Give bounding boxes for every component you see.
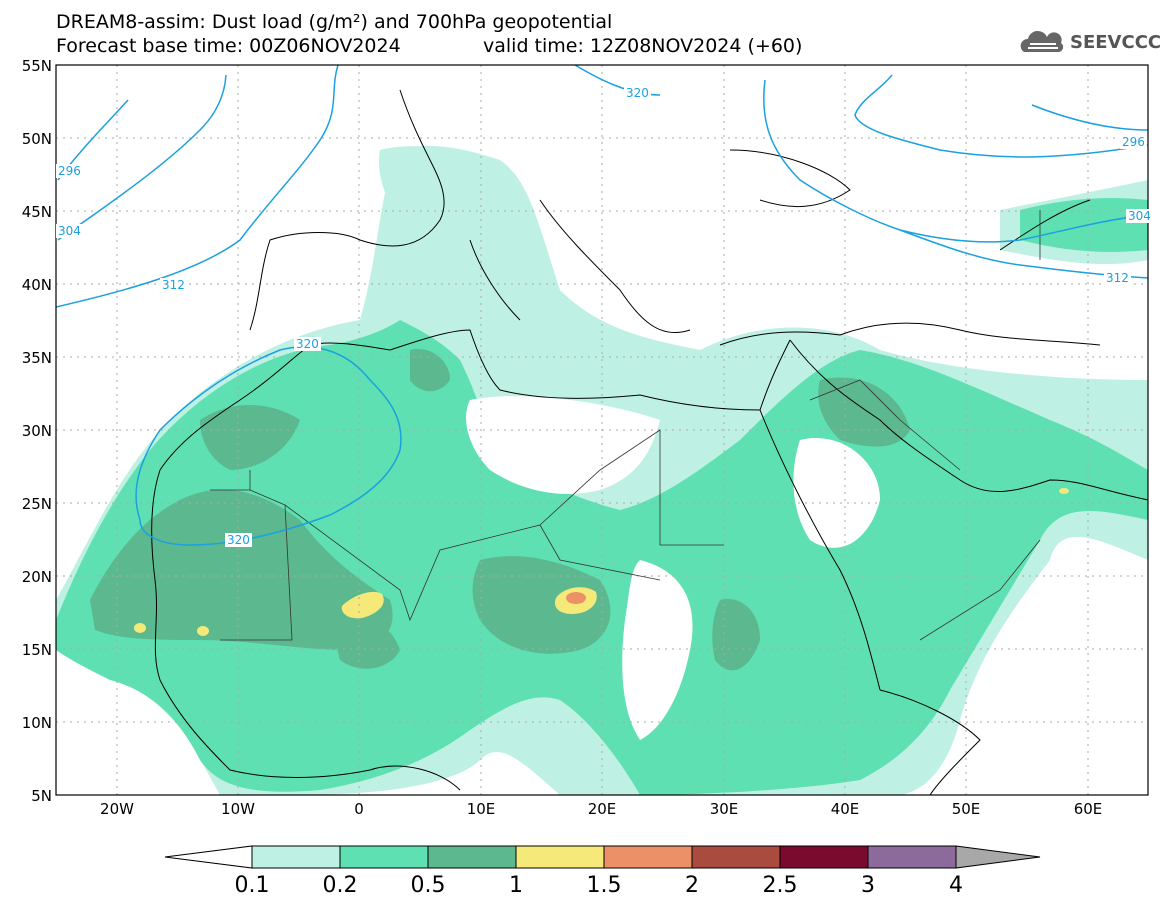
lat-label: 35N xyxy=(21,349,52,367)
lat-label: 5N xyxy=(31,787,52,805)
contour-label: 320 xyxy=(294,337,321,351)
valid-time: valid time: 12Z08NOV2024 (+60) xyxy=(483,35,803,57)
lat-label: 20N xyxy=(21,568,52,586)
coastlines xyxy=(151,89,1148,795)
colorbar-label: 1.5 xyxy=(586,873,622,898)
map-title: DREAM8-assim: Dust load (g/m²) and 700hP… xyxy=(56,11,613,33)
graticule xyxy=(56,65,1148,795)
lon-label: 20W xyxy=(100,800,134,818)
contour-label: 312 xyxy=(1104,271,1131,285)
dust-area-very-high xyxy=(566,592,586,604)
lon-label: 30E xyxy=(709,800,739,818)
dust-area-dark xyxy=(90,489,393,650)
contour-label: 304 xyxy=(1126,209,1153,223)
colorbar-label: 0.5 xyxy=(410,873,446,898)
colorbar xyxy=(164,845,1041,869)
contour-label: 320 xyxy=(225,533,252,547)
lat-label: 30N xyxy=(21,422,52,440)
lat-label: 45N xyxy=(21,203,52,221)
colorbar-label: 1 xyxy=(509,873,523,898)
colorbar-label: 2 xyxy=(685,873,699,898)
lon-label: 10E xyxy=(466,800,496,818)
map-frame xyxy=(55,64,1149,796)
colorbar-label: 2.5 xyxy=(762,873,798,898)
lat-label: 15N xyxy=(21,641,52,659)
lon-label: 60E xyxy=(1073,800,1103,818)
lon-label: 10W xyxy=(221,800,255,818)
lon-label: 0 xyxy=(354,800,364,818)
lon-label: 50E xyxy=(951,800,981,818)
borders xyxy=(210,210,1041,641)
dust-area-medium-2 xyxy=(1020,198,1148,252)
lon-label: 40E xyxy=(830,800,860,818)
logo-text: SEEVCCC xyxy=(1070,32,1162,53)
contour-label: 296 xyxy=(56,164,83,178)
lat-label: 10N xyxy=(21,714,52,732)
lat-label: 55N xyxy=(21,57,52,75)
contour-label: 304 xyxy=(56,224,83,238)
forecast-base-time: Forecast base time: 00Z06NOV2024 xyxy=(56,35,401,57)
colorbar-label: 0.2 xyxy=(322,873,358,898)
contour-label: 312 xyxy=(160,278,187,292)
lat-label: 40N xyxy=(21,276,52,294)
lat-label: 50N xyxy=(21,130,52,148)
lat-label: 25N xyxy=(21,495,52,513)
colorbar-label: 4 xyxy=(949,873,963,898)
contour-label: 320 xyxy=(624,86,651,100)
lon-label: 20E xyxy=(587,800,617,818)
dust-area-light-3 xyxy=(379,146,480,230)
dust-area-high xyxy=(341,591,384,619)
colorbar-label: 0.1 xyxy=(234,873,270,898)
cloud-icon xyxy=(1020,30,1064,52)
contour-label: 296 xyxy=(1120,135,1147,149)
colorbar-label: 3 xyxy=(861,873,875,898)
